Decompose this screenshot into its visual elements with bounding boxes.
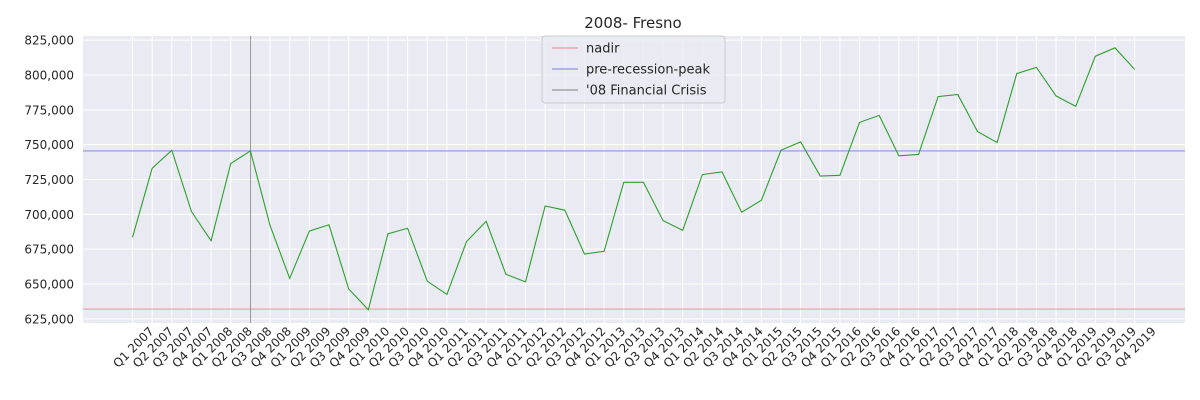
y-tick-label: 775,000 [24,103,74,117]
series-line [131,47,1136,311]
legend-label-crisis: '08 Financial Crisis [586,84,707,99]
legend-label-peak: pre-recession-peak [586,63,710,78]
y-tick-label: 675,000 [24,243,74,257]
y-tick-label: 800,000 [24,69,74,83]
y-tick-label: 650,000 [24,277,74,291]
y-tick-label: 725,000 [24,173,74,187]
grid-vertical [132,36,1136,323]
legend: nadir pre-recession-peak '08 Financial C… [541,35,726,104]
y-tick-label: 700,000 [24,208,74,222]
y-axis-ticks: 625,000 650,000 675,000 700,000 725,000 750,0… [24,34,74,327]
y-tick-label: 625,000 [24,312,74,326]
chart-title: 2008- Fresno [584,14,681,32]
legend-label-nadir: nadir [586,42,620,57]
y-tick-label: 825,000 [24,34,74,48]
y-tick-label: 750,000 [24,138,74,152]
reference-lines [83,36,1185,323]
legend-box [541,35,726,104]
